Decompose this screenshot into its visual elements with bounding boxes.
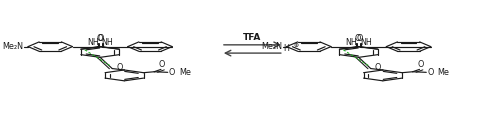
Text: O: O [417,60,424,69]
Text: O: O [97,34,104,43]
Text: NH: NH [87,38,99,47]
Text: NH: NH [346,38,357,47]
Text: Me: Me [437,68,449,77]
Text: O: O [355,34,361,43]
Text: NH: NH [101,38,113,47]
Text: TFA: TFA [243,33,261,42]
Text: H: H [284,44,289,53]
Text: O: O [427,68,434,77]
Text: NH: NH [360,38,371,47]
Text: O: O [116,63,123,72]
Text: Me: Me [179,68,191,77]
Text: Me₂N: Me₂N [261,42,282,51]
Text: O: O [374,63,381,72]
Text: O: O [168,68,175,77]
Text: O: O [159,60,165,69]
Text: O: O [96,34,103,43]
Text: O: O [356,34,363,43]
Text: ⊕: ⊕ [293,43,298,48]
Text: Me₂N: Me₂N [2,42,24,51]
